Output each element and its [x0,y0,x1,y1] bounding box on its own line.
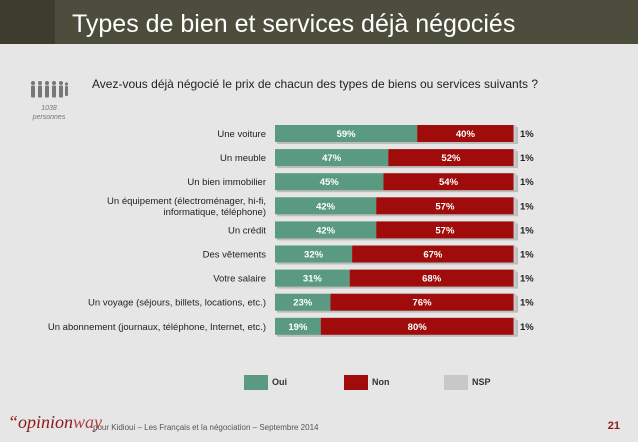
bar-segment-oui [275,197,377,215]
bar-segment-nsp [513,173,516,191]
data-label: 42% [316,201,336,212]
data-label: 19% [288,322,308,333]
data-label: 80% [408,322,428,333]
bar-segment-non [417,125,514,142]
bar-segment-oui [275,125,418,142]
stacked-bar-chart: Une voiture 59% 40% 1% Un meuble 47% 52% 1% Un b… [48,125,534,337]
bar-segment-nsp [513,317,516,335]
legend-item: Non [344,375,424,391]
bar-segment-nsp [513,221,516,239]
data-label-nsp: 1% [520,298,534,309]
title-accent [0,0,55,44]
legend-item: Oui [244,375,324,391]
data-label: 76% [413,298,433,309]
category-label: Un abonnement (journaux, téléphone, Inte… [48,322,266,333]
data-label-nsp: 1% [520,250,534,261]
data-label: 59% [337,129,357,140]
category-label: Un meuble [220,153,266,164]
survey-question: Avez-vous déjà négocié le prix de chacun… [92,77,539,91]
data-label-nsp: 1% [520,201,534,212]
respondents-label: personnes [32,114,66,121]
data-label: 45% [320,177,340,188]
data-label: 67% [423,250,443,261]
respondents-number: 1038 [41,105,57,112]
category-label: Une voiture [217,129,266,140]
page-title: Types de bien et services déjà négociés [72,10,516,38]
bar-segment-oui [275,173,384,191]
bar-segment-nsp [513,197,516,215]
category-label: Un bien immobilier [187,177,266,188]
category-label: Des vêtements [203,250,267,261]
data-label: 54% [439,177,459,188]
data-label: 52% [441,153,461,164]
title-bar: Types de bien et services déjà négociés [0,0,638,44]
data-label: 57% [435,225,455,236]
bar-segment-nsp [513,269,516,287]
bar-segment-oui [275,317,321,335]
bar-segment-oui [275,293,331,311]
data-label-nsp: 1% [520,274,534,285]
legend-swatch [244,375,268,390]
data-label: 32% [304,250,324,261]
bar-segment-non [376,221,514,239]
bar-segment-non [383,173,514,191]
bar-segment-non [330,293,514,311]
page-number: 21 [607,420,620,432]
data-label-nsp: 1% [520,177,534,188]
category-label: Un voyage (séjours, billets, locations, … [88,298,266,309]
bar-segment-oui [275,221,377,239]
data-label-nsp: 1% [520,129,534,140]
category-label: Un crédit [228,225,266,236]
bar-segment-oui [275,149,389,167]
legend-label: Non [372,377,390,387]
data-label-nsp: 1% [520,322,534,333]
data-label-nsp: 1% [520,225,534,236]
respondents-count: 1038 personnes [26,104,72,122]
data-label: 42% [316,225,336,236]
legend-label: Oui [272,377,287,387]
bar-segment-non [352,245,514,263]
opinionway-logo: “opinionway [8,412,102,433]
bar-segment-oui [275,245,353,263]
legend-item: NSP [444,375,524,391]
data-label: 68% [422,274,442,285]
bar-segment-nsp [513,125,516,142]
category-label: Votre salaire [213,274,266,285]
logo-text-way: way [73,412,103,432]
legend-label: NSP [472,377,491,387]
bar-segment-non [388,149,514,167]
bar-segment-oui [275,269,350,287]
bar-segment-non [349,269,514,287]
bar-segment-nsp [513,149,516,167]
data-label: 47% [322,153,342,164]
chart-legend: Oui Non NSP [0,375,638,395]
legend-swatch [444,375,468,390]
data-label-nsp: 1% [520,153,534,164]
bar-segment-nsp [513,245,516,263]
data-label: 23% [293,298,313,309]
legend-swatch [344,375,368,390]
data-label: 31% [303,274,323,285]
people-icon [31,81,69,98]
bar-segment-non [376,197,514,215]
footer-text: pour Kidioui – Les Français et la négoci… [93,423,319,432]
bar-segment-nsp [513,293,516,311]
data-label: 57% [435,201,455,212]
data-label: 40% [456,129,476,140]
bar-segment-non [320,317,514,335]
logo-text: “opinion [8,412,74,432]
category-label: Un équipement (électroménager, hi-fi, inf… [107,196,266,218]
